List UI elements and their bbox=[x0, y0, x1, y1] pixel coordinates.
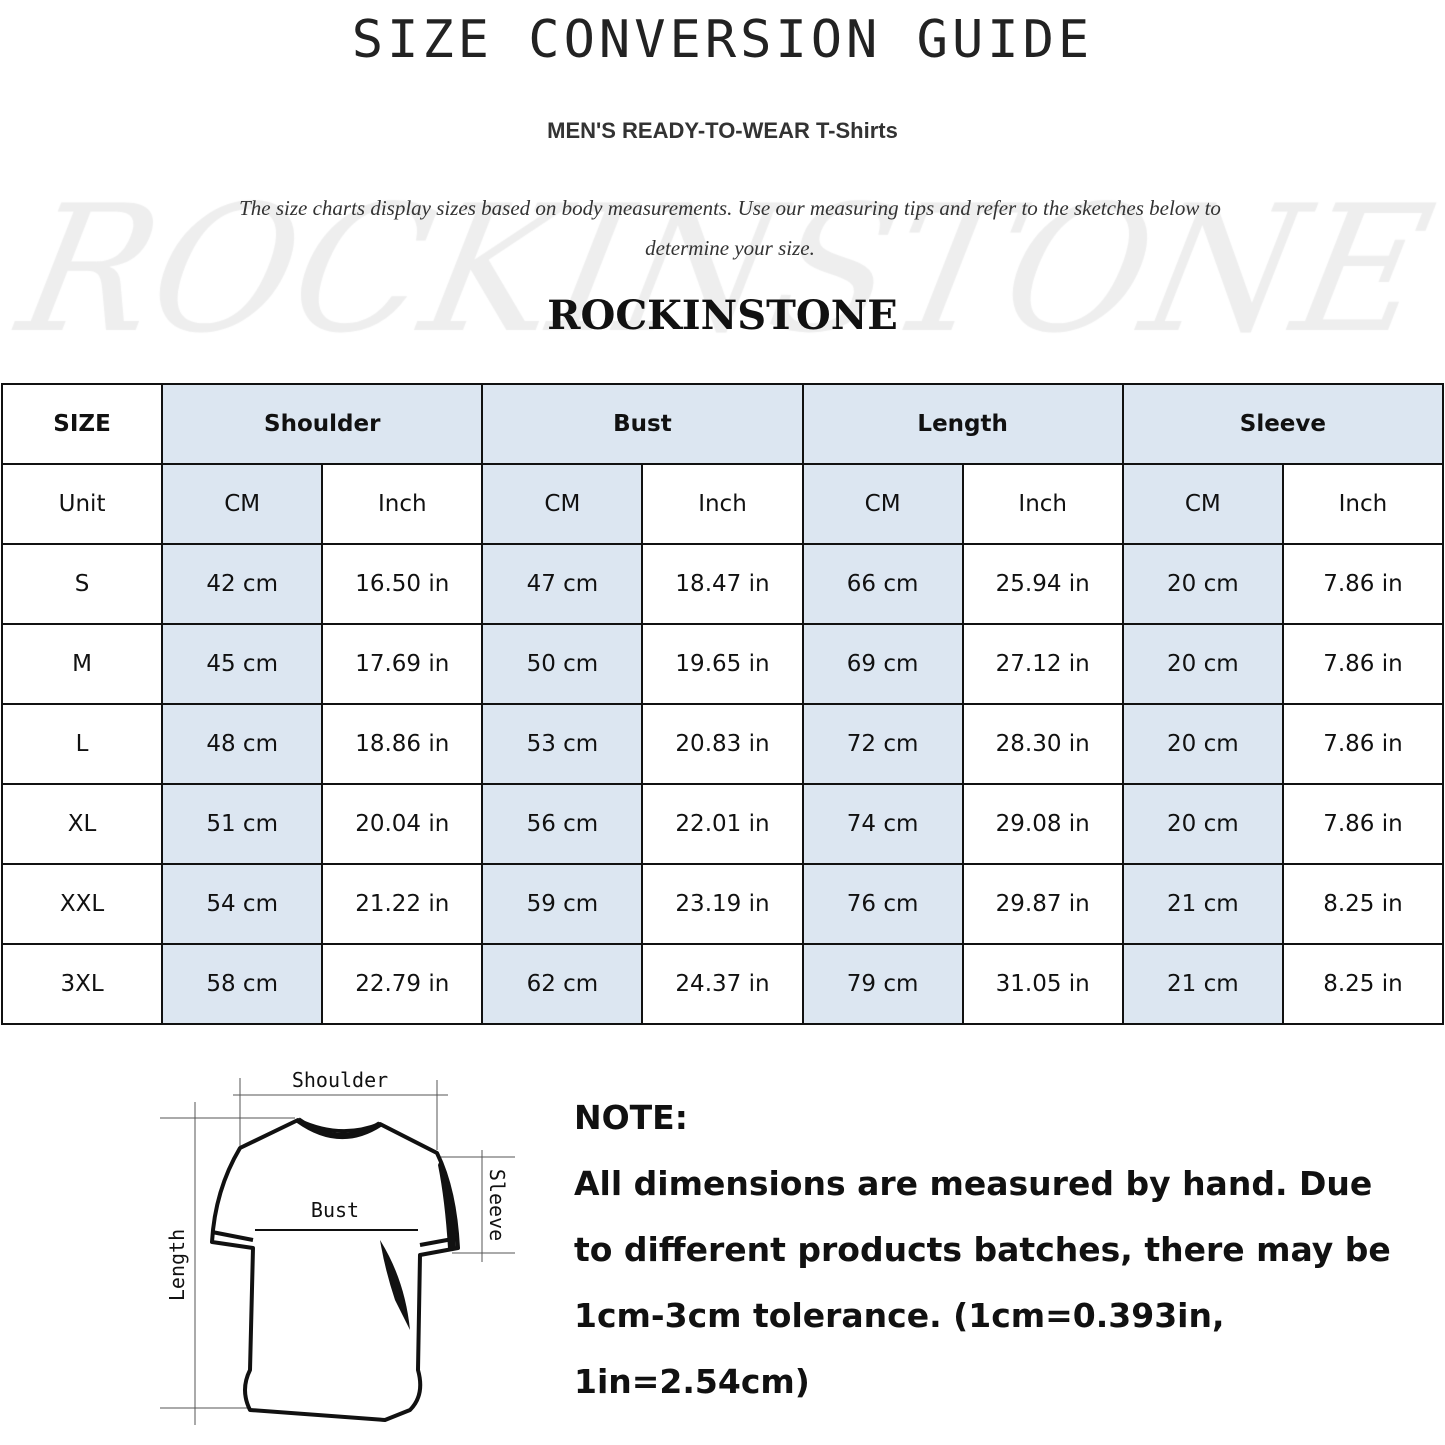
group-header-length: Length bbox=[801, 383, 1124, 465]
size-cell: XL bbox=[0, 783, 164, 865]
length-label: Length bbox=[165, 1229, 189, 1301]
table-row: XL 51 cm 20.04 in 56 cm 22.01 in 74 cm 29.08 i… bbox=[0, 783, 1445, 865]
value-cell: 79 cm bbox=[801, 943, 964, 1025]
size-table: SIZE Shoulder Bust Length Sleeve Unit CM Inch CM… bbox=[0, 383, 1445, 1025]
value-cell: 42 cm bbox=[161, 543, 324, 625]
unit-header: Inch bbox=[641, 463, 804, 545]
value-cell: 7.86 in bbox=[1281, 783, 1445, 865]
size-cell: S bbox=[0, 543, 164, 625]
value-cell: 45 cm bbox=[161, 623, 324, 705]
unit-header: Inch bbox=[321, 463, 484, 545]
value-cell: 53 cm bbox=[481, 703, 644, 785]
value-cell: 19.65 in bbox=[641, 623, 804, 705]
size-cell: XXL bbox=[0, 863, 164, 945]
value-cell: 22.79 in bbox=[321, 943, 484, 1025]
value-cell: 62 cm bbox=[481, 943, 644, 1025]
group-header-bust: Bust bbox=[481, 383, 804, 465]
size-header: SIZE bbox=[0, 383, 164, 465]
page-title: SIZE CONVERSION GUIDE bbox=[351, 10, 1094, 70]
value-cell: 29.87 in bbox=[961, 863, 1124, 945]
brand-name: ROCKINSTONE bbox=[547, 292, 898, 339]
value-cell: 22.01 in bbox=[641, 783, 804, 865]
table-row: XXL 54 cm 21.22 in 59 cm 23.19 in 76 cm 29.87 … bbox=[0, 863, 1445, 945]
value-cell: 48 cm bbox=[161, 703, 324, 785]
unit-header: CM bbox=[161, 463, 324, 545]
value-cell: 74 cm bbox=[801, 783, 964, 865]
unit-label: Unit bbox=[0, 463, 164, 545]
size-cell: M bbox=[0, 623, 164, 705]
table-row: M 45 cm 17.69 in 50 cm 19.65 in 69 cm 27.12 in… bbox=[0, 623, 1445, 705]
value-cell: 20 cm bbox=[1121, 543, 1284, 625]
value-cell: 16.50 in bbox=[321, 543, 484, 625]
value-cell: 20 cm bbox=[1121, 623, 1284, 705]
value-cell: 20 cm bbox=[1121, 783, 1284, 865]
value-cell: 69 cm bbox=[801, 623, 964, 705]
note-heading: NOTE: bbox=[574, 1098, 688, 1137]
tshirt-sketch: Shoulder Bust Sleeve Length bbox=[160, 1068, 515, 1425]
value-cell: 24.37 in bbox=[641, 943, 804, 1025]
value-cell: 28.30 in bbox=[961, 703, 1124, 785]
watermark-logo bbox=[0, 190, 1445, 375]
size-cell: 3XL bbox=[0, 943, 164, 1025]
value-cell: 7.86 in bbox=[1281, 623, 1445, 705]
value-cell: 54 cm bbox=[161, 863, 324, 945]
unit-row: Unit CM Inch CM Inch CM Inch CM Inch bbox=[0, 463, 1445, 545]
value-cell: 21 cm bbox=[1121, 943, 1284, 1025]
value-cell: 21.22 in bbox=[321, 863, 484, 945]
unit-header: CM bbox=[801, 463, 964, 545]
sleeve-label: Sleeve bbox=[485, 1169, 509, 1241]
value-cell: 17.69 in bbox=[321, 623, 484, 705]
unit-header: Inch bbox=[1281, 463, 1445, 545]
description: The size charts display sizes based on b… bbox=[239, 196, 1221, 260]
value-cell: 18.47 in bbox=[641, 543, 804, 625]
value-cell: 58 cm bbox=[161, 943, 324, 1025]
value-cell: 7.86 in bbox=[1281, 543, 1445, 625]
value-cell: 20 cm bbox=[1121, 703, 1284, 785]
value-cell: 23.19 in bbox=[641, 863, 804, 945]
value-cell: 50 cm bbox=[481, 623, 644, 705]
unit-header: CM bbox=[481, 463, 644, 545]
value-cell: 20.83 in bbox=[641, 703, 804, 785]
unit-header: CM bbox=[1121, 463, 1284, 545]
shoulder-label: Shoulder bbox=[292, 1068, 388, 1092]
value-cell: 8.25 in bbox=[1281, 943, 1445, 1025]
table-row: L 48 cm 18.86 in 53 cm 20.83 in 72 cm 28.30 in… bbox=[0, 703, 1445, 785]
table-row: S 42 cm 16.50 in 47 cm 18.47 in 66 cm 25.94 in… bbox=[0, 543, 1445, 625]
subtitle: MEN'S READY-TO-WEAR T-Shirts bbox=[547, 118, 898, 143]
value-cell: 21 cm bbox=[1121, 863, 1284, 945]
unit-header: Inch bbox=[961, 463, 1124, 545]
value-cell: 72 cm bbox=[801, 703, 964, 785]
note: NOTE: All dimensions are measured by han… bbox=[574, 1085, 1414, 1415]
value-cell: 27.12 in bbox=[961, 623, 1124, 705]
value-cell: 18.86 in bbox=[321, 703, 484, 785]
bust-label: Bust bbox=[311, 1198, 359, 1222]
note-text: All dimensions are measured by hand. Due… bbox=[574, 1164, 1391, 1401]
value-cell: 8.25 in bbox=[1281, 863, 1445, 945]
value-cell: 51 cm bbox=[161, 783, 324, 865]
value-cell: 20.04 in bbox=[321, 783, 484, 865]
value-cell: 56 cm bbox=[481, 783, 644, 865]
value-cell: 31.05 in bbox=[961, 943, 1124, 1025]
value-cell: 59 cm bbox=[481, 863, 644, 945]
value-cell: 76 cm bbox=[801, 863, 964, 945]
value-cell: 47 cm bbox=[481, 543, 644, 625]
group-header-shoulder: Shoulder bbox=[161, 383, 484, 465]
value-cell: 7.86 in bbox=[1281, 703, 1445, 785]
table-row: 3XL 58 cm 22.79 in 62 cm 24.37 in 79 cm 31.05 … bbox=[0, 943, 1445, 1025]
size-cell: L bbox=[0, 703, 164, 785]
value-cell: 66 cm bbox=[801, 543, 964, 625]
group-header-sleeve: Sleeve bbox=[1121, 383, 1445, 465]
group-header-row: SIZE Shoulder Bust Length Sleeve bbox=[0, 383, 1445, 465]
value-cell: 25.94 in bbox=[961, 543, 1124, 625]
value-cell: 29.08 in bbox=[961, 783, 1124, 865]
